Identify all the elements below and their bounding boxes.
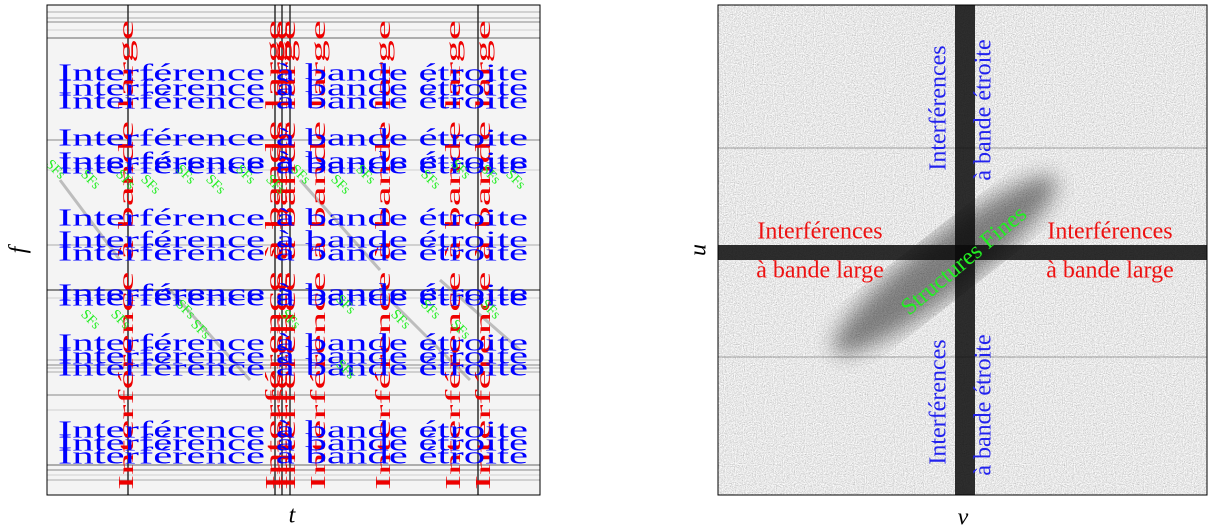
narrowband-label: Interférence à bande étroite [58, 281, 528, 307]
narrowband-label: Interférences [926, 45, 952, 170]
wideband-label: Interférence à bande large [268, 20, 292, 490]
texture-streak [378, 288, 472, 382]
x-axis-label: v [958, 505, 969, 531]
fine-structure-blob [833, 176, 1057, 354]
texture-streak [298, 179, 382, 271]
narrowband-label: Interférence à bande étroite [58, 286, 528, 312]
wideband-label: Interférence à bande large [114, 20, 138, 490]
narrowband-label: Interférence à bande étroite [58, 444, 528, 470]
spectrogram-texture [47, 5, 540, 495]
wideband-label: Interférence à bande large [261, 20, 285, 490]
texture-streak [168, 289, 252, 381]
narrowband-label: Interférence à bande étroite [58, 61, 528, 87]
narrowband-label: Interférence à bande étroite [58, 89, 528, 115]
wideband-label: Interférence à bande large [371, 20, 395, 490]
narrowband-label: Interférence à bande étroite [58, 76, 528, 102]
narrowband-label: à bande étroite [971, 334, 997, 475]
spectrogram-bg [47, 5, 540, 495]
wideband-label: Interférence à bande large [441, 20, 465, 490]
wideband-label: Interférences [1047, 219, 1172, 245]
narrowband-label: Interférence à bande étroite [58, 241, 528, 267]
left-frame [46, 4, 541, 496]
narrowband-label: Interférences [926, 339, 952, 464]
left-annotations: Interférence à bande large Interférence à… [47, 20, 528, 490]
y-axis-label: f [6, 243, 32, 253]
narrowband-label: Interférence à bande étroite [58, 344, 528, 370]
narrowband-label: Interférence à bande étroite [58, 418, 528, 444]
texture-streak [58, 179, 122, 261]
wideband-label: Interférences [757, 219, 882, 245]
narrowband-label: Interférence à bande étroite [58, 228, 528, 254]
x-axis-label: t [289, 503, 297, 529]
narrowband-label: Interférence à bande étroite [58, 206, 528, 232]
y-axis-label: u [686, 244, 712, 256]
wideband-label: Interférence à bande large [471, 20, 495, 490]
narrowband-label: Interférence à bande étroite [58, 126, 528, 152]
horizontal-band [718, 245, 1207, 260]
narrowband-label: Interférence à bande étroite [58, 154, 528, 180]
narrowband-label: Interférence à bande étroite [58, 331, 528, 357]
wideband-label: à bande large [756, 258, 884, 284]
texture-streak [439, 278, 521, 352]
wideband-label: Interférence à bande large [306, 20, 330, 490]
right-panel: Interférences à bande étroite Interférence… [718, 5, 1207, 495]
wideband-label: à bande large [1046, 258, 1174, 284]
narrowband-label: Interférence à bande étroite [58, 431, 528, 457]
wideband-label: Interférence à bande large [276, 20, 300, 490]
narrowband-label: Interférence à bande étroite [58, 356, 528, 382]
narrowband-label: à bande étroite [971, 39, 997, 180]
right-frame [717, 4, 1208, 496]
narrowband-label: Interférence à bande étroite [58, 149, 528, 175]
left-panel: Interférence à bande large Interférence à… [47, 5, 540, 495]
